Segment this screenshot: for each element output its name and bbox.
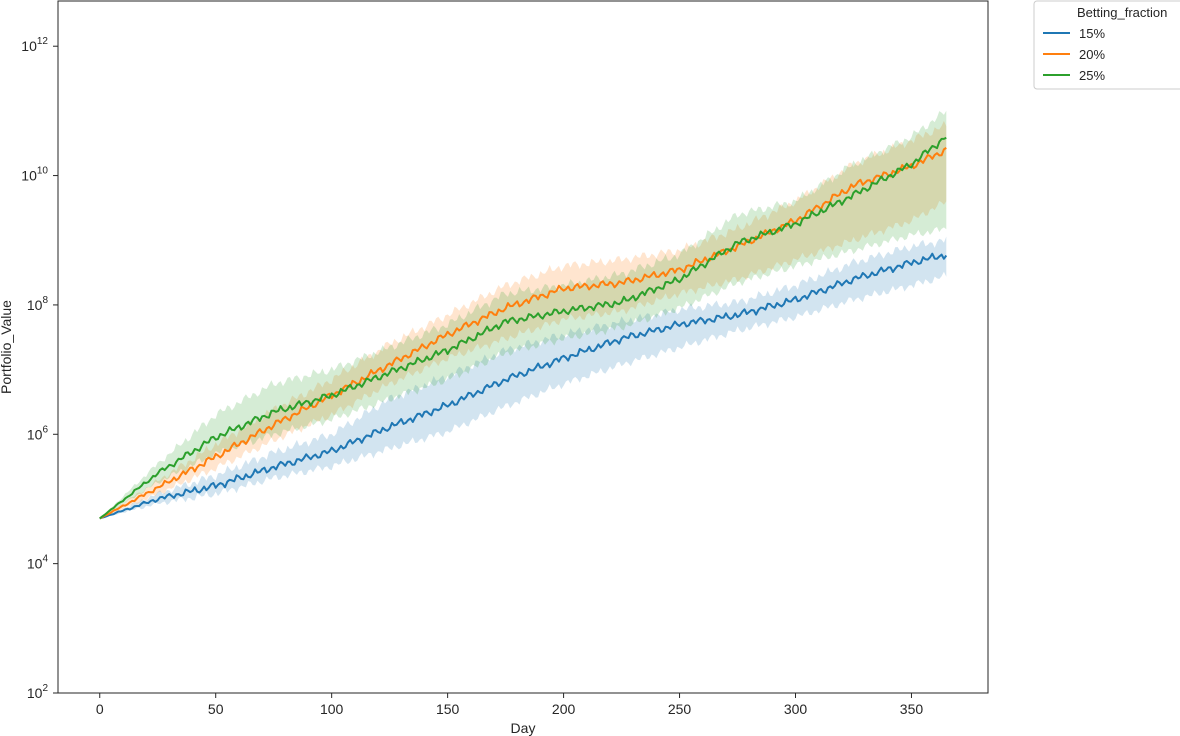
series-line-20pct: [99, 147, 947, 520]
x-axis-label: Day: [511, 720, 536, 736]
x-tick-label: 300: [784, 701, 808, 717]
series-line-15pct: [99, 252, 948, 520]
y-tick-label: 1012: [21, 36, 48, 54]
legend-items: 15% 20% 25%: [1043, 26, 1105, 83]
x-tick-label: 150: [436, 701, 460, 717]
y-axis-label: Portfolio_Value: [0, 300, 14, 394]
x-tick-label: 50: [208, 701, 224, 717]
y-tick-label: 104: [27, 554, 49, 572]
confidence-bands: [99, 110, 947, 519]
y-tick-label: 1010: [21, 166, 48, 184]
series-line-25pct: [99, 136, 947, 520]
y-tick-label: 108: [27, 295, 49, 313]
y-axis-ticks: 102 104 106 108 1010 1012: [21, 36, 58, 701]
x-tick-label: 0: [96, 701, 104, 717]
x-tick-label: 200: [552, 701, 576, 717]
legend: Betting_fraction 15% 20% 25%: [1033, 0, 1180, 90]
legend-label: 15%: [1079, 26, 1105, 41]
legend-label: 20%: [1079, 47, 1105, 62]
x-tick-label: 100: [320, 701, 344, 717]
x-axis-ticks: 0 50 100 150 200 250 300 350: [96, 693, 924, 717]
plot-frame: [57, 0, 989, 694]
confidence-band-25pct: [99, 110, 947, 519]
x-tick-label: 350: [900, 701, 924, 717]
x-tick-label: 250: [668, 701, 692, 717]
legend-box: [1033, 0, 1180, 90]
series-lines: [99, 136, 948, 520]
legend-label: 25%: [1079, 68, 1105, 83]
confidence-band-15pct: [99, 236, 947, 519]
y-tick-label: 102: [27, 683, 49, 701]
legend-title: Betting_fraction: [1077, 5, 1167, 20]
y-tick-label: 106: [27, 424, 49, 442]
